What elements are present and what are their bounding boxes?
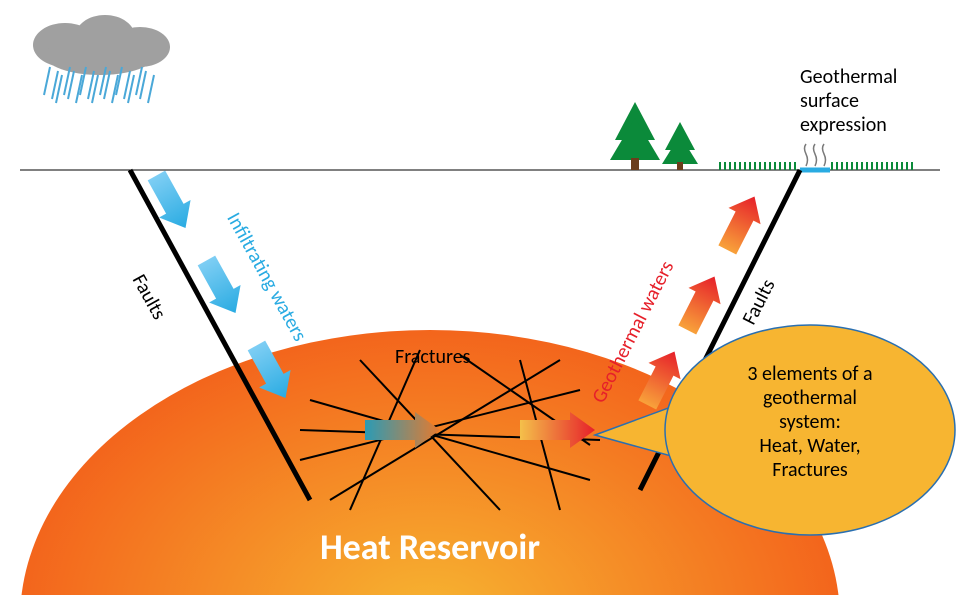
fractures-label: Fractures bbox=[395, 345, 470, 369]
diagram-root: Heat Reservoir Faults Faults Infiltratin… bbox=[0, 0, 960, 595]
callout-line: geothermal bbox=[665, 386, 955, 410]
surface-label-line: surface bbox=[800, 89, 897, 113]
callout-line: 3 elements of a bbox=[665, 362, 955, 386]
callout-line: Heat, Water, bbox=[665, 434, 955, 458]
surface-expression-label: Geothermal surface expression bbox=[800, 65, 897, 137]
surface-label-line: expression bbox=[800, 113, 897, 137]
callout-line: system: bbox=[665, 410, 955, 434]
surface-label-line: Geothermal bbox=[800, 65, 897, 89]
callout-text: 3 elements of a geothermal system: Heat,… bbox=[665, 362, 955, 482]
callout-line: Fractures bbox=[665, 458, 955, 482]
reservoir-label: Heat Reservoir bbox=[0, 525, 860, 569]
